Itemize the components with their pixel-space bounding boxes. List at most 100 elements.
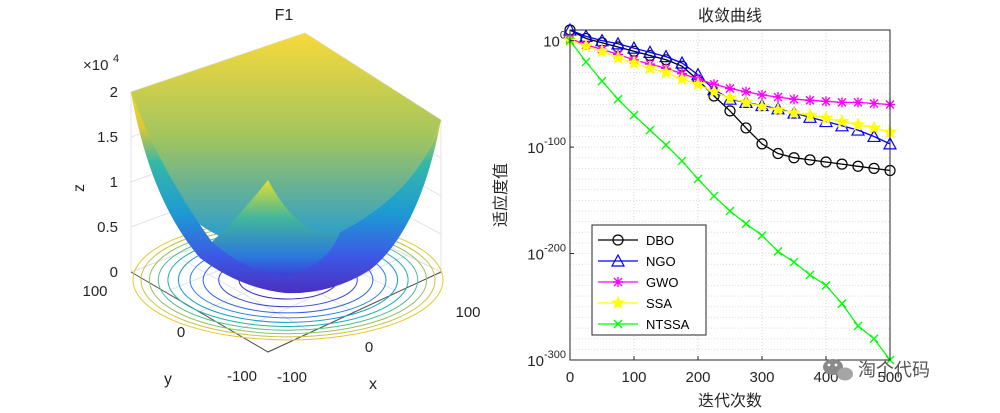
data-point-dbo (724, 105, 736, 117)
data-point-ntssa (773, 246, 783, 256)
z-exponent-power: 4 (113, 53, 119, 65)
data-point-ntssa (613, 94, 623, 104)
y-tick-label: 10-100 (527, 136, 566, 157)
data-point-ntssa (645, 125, 655, 135)
data-point-gwo (805, 95, 815, 106)
legend-marker (612, 234, 624, 246)
surface-title: F1 (275, 7, 294, 24)
data-point-dbo (740, 122, 752, 134)
data-point-gwo (773, 92, 783, 103)
watermark: 淘个代码 (823, 359, 930, 381)
y-axis-ticks: 100 10-100 10-200 10-300 (527, 30, 574, 370)
data-point-ssa (738, 94, 754, 109)
z-tick-label: 1 (110, 174, 118, 191)
data-point-gwo (869, 98, 879, 109)
chart-x-label: 迭代次数 (698, 392, 762, 410)
legend-marker (613, 319, 623, 329)
data-point-ntssa (597, 76, 607, 86)
y-tick-label: 100 (543, 30, 566, 51)
data-point-ntssa (741, 219, 751, 229)
data-point-dbo (772, 147, 784, 160)
data-point-ngo (674, 55, 690, 69)
watermark-text: 淘个代码 (858, 360, 930, 380)
z-axis-label: z (71, 184, 88, 192)
chart-y-label: 适应度值 (491, 163, 510, 227)
data-point-ntssa (789, 257, 799, 267)
y-axis-label: y (164, 371, 172, 388)
data-point-gwo (789, 94, 799, 105)
legend-label: GWO (646, 275, 679, 290)
x-tick-label: 500 (877, 369, 902, 386)
z-exponent-base: ×10 (83, 57, 108, 74)
data-point-ssa (866, 120, 882, 135)
legend-label: NTSSA (646, 317, 690, 332)
surface-bowl-bottom (212, 180, 340, 276)
data-point-ntssa (853, 321, 863, 331)
data-point-dbo (836, 158, 848, 170)
data-point-ntssa (709, 191, 719, 201)
data-point-ntssa (837, 299, 847, 309)
x-tick-label: 300 (749, 369, 774, 386)
data-point-gwo (757, 89, 767, 100)
surface-front-sheet (131, 92, 441, 294)
z-tick-label: 1.5 (97, 129, 118, 146)
data-point-ssa (594, 43, 610, 58)
chart-series (562, 22, 898, 365)
y-tick-0: 0 (177, 324, 185, 341)
legend-label: NGO (646, 254, 676, 269)
data-point-ngo (658, 49, 674, 63)
chart-legend: DBO NGO GWO SSA NTSSA (591, 224, 707, 336)
chart-title: 收敛曲线 (698, 7, 762, 25)
data-point-ngo (642, 45, 658, 58)
x-tick-label: 100 (621, 369, 646, 386)
data-point-ngo (610, 36, 626, 50)
data-point-gwo (741, 86, 751, 97)
data-point-dbo (852, 160, 864, 172)
data-point-ntssa (725, 206, 735, 216)
data-point-ssa (802, 107, 818, 122)
z-tick-label: 2 (110, 84, 118, 101)
surface-back-sheet (131, 33, 441, 247)
z-tick-label: 0.5 (97, 219, 118, 236)
data-point-ntssa (661, 140, 671, 150)
data-point-ssa (642, 60, 658, 75)
data-point-ssa (786, 105, 802, 120)
data-point-ngo (626, 40, 642, 54)
grid-line (233, 254, 408, 333)
data-point-dbo (804, 154, 816, 166)
y-tick-label: 10-200 (527, 243, 566, 264)
data-point-gwo (837, 97, 847, 108)
x-axis-label: x (369, 376, 377, 393)
x-axis-ticks: 0 100 200 300 400 500 (566, 356, 903, 386)
data-point-ssa (754, 98, 770, 113)
surface-plot-f1: 0 0.5 1 1.5 2 ×10 4 z 100 0 -100 y -100 0 10… (71, 7, 481, 393)
x-tick-100: 100 (455, 304, 480, 321)
data-point-gwo (821, 96, 831, 107)
data-point-ssa (578, 38, 594, 53)
data-point-ntssa (805, 270, 815, 280)
plot-frame (569, 29, 891, 361)
floor-front-edge (130, 271, 442, 353)
data-point-ntssa (821, 280, 831, 290)
x-tick-label: 200 (685, 369, 710, 386)
legend-label: DBO (646, 233, 674, 248)
data-point-ssa (706, 84, 722, 98)
data-point-ssa (690, 76, 706, 91)
data-point-ntssa (757, 230, 767, 240)
data-point-ngo (866, 129, 882, 143)
data-point-dbo (868, 162, 880, 174)
data-point-ssa (850, 117, 866, 131)
x-tick-0: 0 (365, 339, 373, 356)
data-point-ntssa (677, 156, 687, 166)
data-point-ssa (818, 110, 834, 125)
data-point-dbo (820, 156, 832, 168)
data-point-ssa (770, 102, 786, 117)
data-point-gwo (853, 97, 863, 108)
data-point-dbo (788, 152, 800, 164)
y-tick-neg100: -100 (227, 368, 257, 385)
data-point-ssa (674, 71, 690, 86)
y-tick-label: 10-300 (527, 349, 566, 370)
z-axis-ticks: 0 0.5 1 1.5 2 (97, 84, 118, 281)
